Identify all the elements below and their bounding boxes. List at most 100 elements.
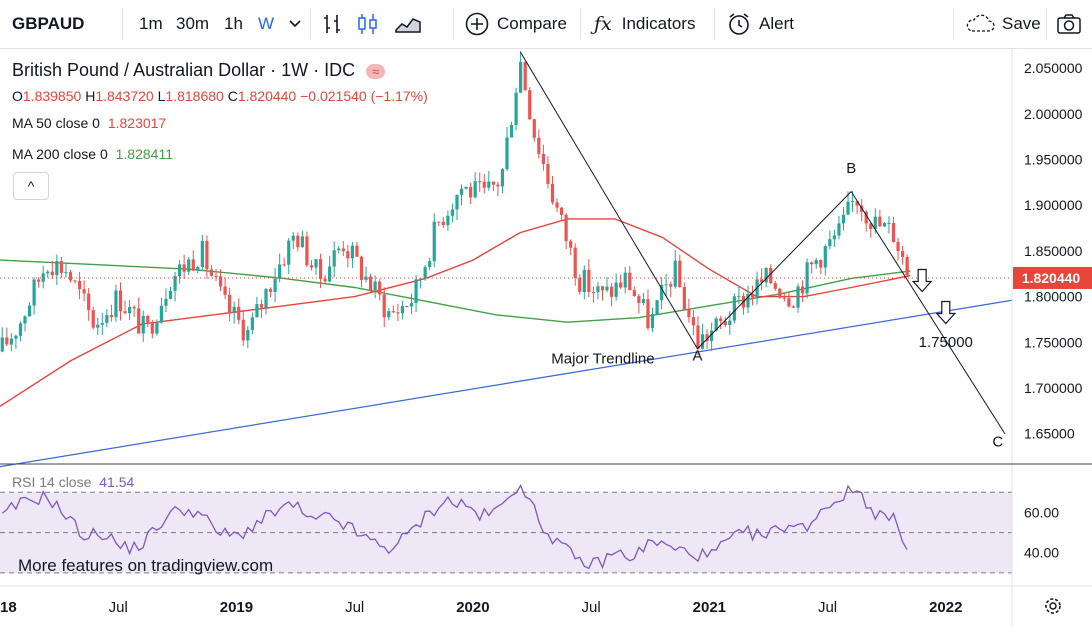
candle-body bbox=[296, 235, 300, 248]
candle-body bbox=[14, 335, 18, 339]
candle bbox=[232, 301, 236, 324]
chart-area[interactable]: A B C 1.75000 Major Trendline 2.050000 2.0000… bbox=[0, 48, 1092, 627]
candle bbox=[796, 283, 800, 313]
candle-body bbox=[655, 300, 659, 315]
area-style-button[interactable] bbox=[394, 0, 422, 48]
candle-body bbox=[473, 181, 477, 198]
candle-body bbox=[382, 294, 386, 318]
candle-body bbox=[400, 306, 405, 314]
candle bbox=[787, 291, 791, 308]
candle-body bbox=[832, 235, 836, 240]
candle-body bbox=[118, 290, 123, 312]
divider bbox=[580, 8, 581, 40]
candle-body bbox=[791, 306, 796, 308]
compare-button[interactable]: Compare bbox=[464, 0, 567, 48]
candle bbox=[869, 222, 873, 238]
candle bbox=[891, 216, 896, 243]
candle bbox=[600, 285, 605, 301]
candle-body bbox=[823, 246, 827, 268]
candle-body bbox=[105, 315, 109, 323]
settings-gear-icon[interactable] bbox=[1045, 598, 1061, 614]
candle-body bbox=[268, 289, 273, 292]
candle-body bbox=[55, 261, 59, 276]
divider bbox=[714, 8, 715, 40]
candle-body bbox=[637, 296, 641, 303]
candle-body bbox=[450, 209, 455, 216]
major-trendline bbox=[0, 299, 1013, 468]
candle-body bbox=[50, 271, 54, 276]
candle bbox=[55, 254, 59, 286]
candle-body bbox=[214, 275, 218, 277]
interval-1h[interactable]: 1h bbox=[224, 14, 243, 33]
candle bbox=[419, 278, 423, 289]
candle-body bbox=[423, 267, 427, 279]
candle-body bbox=[619, 282, 623, 288]
change-value: −0.021540 (−1.17%) bbox=[300, 88, 428, 104]
candle-body bbox=[109, 315, 114, 318]
candle-body bbox=[282, 264, 286, 266]
intervals-dropdown[interactable] bbox=[288, 0, 302, 48]
candle bbox=[414, 274, 418, 313]
candles-style-button[interactable] bbox=[356, 0, 380, 48]
rsi-tick-label: 40.00 bbox=[1024, 545, 1059, 561]
bar-style-button[interactable] bbox=[322, 0, 344, 48]
candle-body bbox=[660, 284, 664, 301]
high-value: 1.843720 bbox=[95, 88, 154, 104]
candle bbox=[623, 266, 627, 294]
candle-body bbox=[650, 314, 655, 329]
divider bbox=[453, 8, 454, 40]
candle bbox=[660, 277, 664, 310]
candle bbox=[137, 297, 141, 334]
ma200-legend[interactable]: MA 200 close 0 1.828411 bbox=[12, 146, 173, 162]
chart-title: British Pound / Australian Dollar · 1W ·… bbox=[12, 60, 386, 81]
indicators-button[interactable]: ƒx Indicators bbox=[594, 0, 695, 48]
candle bbox=[223, 277, 227, 299]
ma50-legend[interactable]: MA 50 close 0 1.823017 bbox=[12, 115, 166, 131]
candle-body bbox=[419, 278, 423, 280]
promo-link[interactable]: More features on tradingview.com bbox=[18, 556, 274, 575]
chevron-down-icon bbox=[289, 20, 301, 28]
candle-body bbox=[760, 279, 764, 283]
symbol-search[interactable]: GBPAUD bbox=[12, 14, 85, 33]
candle-body bbox=[519, 61, 523, 93]
candle-body bbox=[127, 306, 132, 314]
candle-body bbox=[482, 181, 486, 188]
candle bbox=[537, 129, 541, 159]
candle bbox=[428, 257, 432, 271]
collapse-legend-button[interactable]: ^ bbox=[13, 172, 49, 200]
plus-circle-icon bbox=[465, 12, 489, 36]
candle bbox=[450, 203, 455, 223]
candle bbox=[673, 250, 677, 289]
time-tick-label: Jul bbox=[582, 599, 601, 616]
candle-body bbox=[318, 259, 323, 279]
alert-label: Alert bbox=[759, 14, 794, 33]
candle bbox=[509, 121, 514, 138]
candle-body bbox=[182, 264, 186, 272]
candle bbox=[778, 287, 782, 299]
snapshot-button[interactable] bbox=[1056, 0, 1082, 48]
candle-body bbox=[782, 297, 786, 299]
divider bbox=[1046, 8, 1047, 40]
candle-body bbox=[819, 260, 823, 268]
candle bbox=[741, 292, 746, 315]
candle-body bbox=[159, 305, 164, 323]
candle bbox=[773, 280, 777, 291]
interval-weekly[interactable]: W bbox=[258, 14, 275, 33]
annotation-label: C bbox=[992, 434, 1003, 451]
candle bbox=[173, 272, 177, 302]
candle bbox=[209, 265, 214, 277]
save-button[interactable]: Save bbox=[964, 0, 1041, 48]
alert-button[interactable]: Alert bbox=[726, 0, 794, 48]
candle bbox=[878, 209, 882, 227]
interval-1m[interactable]: 1m bbox=[139, 14, 163, 33]
candle-body bbox=[18, 323, 23, 336]
interval-30m[interactable]: 30m bbox=[176, 14, 210, 33]
market-status-badge[interactable]: ≈ bbox=[366, 63, 386, 79]
candle bbox=[678, 254, 682, 288]
candle-body bbox=[605, 286, 609, 291]
candle bbox=[437, 221, 441, 227]
rsi-legend[interactable]: RSI 14 close 41.54 bbox=[12, 474, 134, 490]
candle bbox=[455, 194, 459, 220]
candle-body bbox=[569, 241, 573, 248]
candle-body bbox=[696, 325, 700, 349]
